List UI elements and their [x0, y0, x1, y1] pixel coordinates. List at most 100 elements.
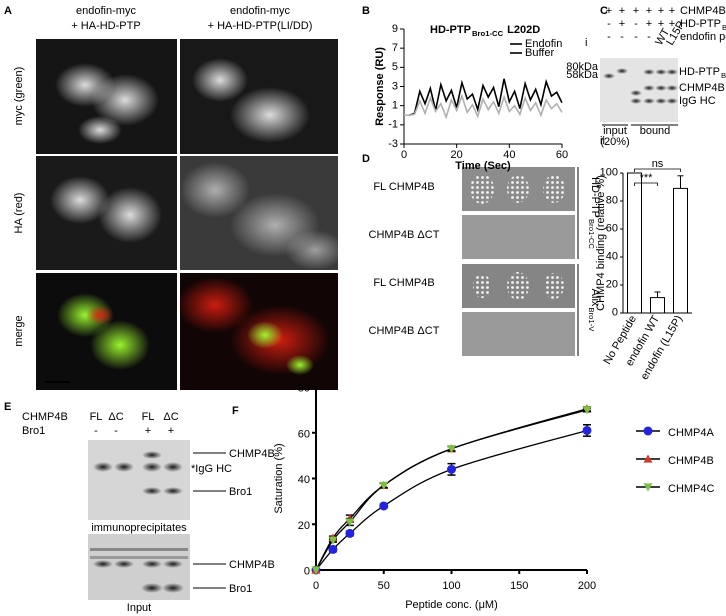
marker-label: 58kDa: [566, 69, 599, 81]
marker: [643, 426, 653, 436]
colonies: [470, 174, 494, 204]
band: [114, 560, 134, 568]
marker: [379, 501, 389, 511]
plate: [462, 215, 575, 259]
x-tick-label: 50: [378, 580, 390, 592]
band: [142, 560, 162, 568]
x-tick-label: 200: [578, 580, 596, 592]
band: [142, 487, 162, 495]
condition-label-main: HD-PTP: [680, 18, 721, 30]
lane-label: +: [669, 5, 675, 17]
column-header: + HA-HD-PTP: [71, 20, 140, 32]
lane-label: +: [145, 425, 151, 437]
y-tick-label: 20: [298, 520, 310, 532]
series-line: [404, 78, 563, 117]
marker: [582, 425, 592, 435]
band: [603, 73, 615, 79]
y-tick-label: 3: [392, 80, 398, 92]
y-axis-label: CHMP4 binding (relative %): [595, 175, 607, 311]
lane-label: +: [619, 18, 625, 30]
row-label: FL CHMP4B: [373, 181, 434, 193]
band-label: HD-PTPBro1-CC: [679, 66, 726, 80]
band: [643, 69, 655, 75]
cell: [50, 176, 110, 224]
lane-label: -: [607, 18, 611, 30]
series-line: [404, 93, 563, 120]
x-tick-label: 40: [503, 149, 515, 161]
group-label-sub: Bro1-V: [587, 307, 596, 332]
bar: [627, 172, 642, 314]
y-axis-label: Response (RU): [374, 47, 386, 126]
lane-label: ΔC: [163, 411, 178, 423]
micrographs: [36, 39, 345, 390]
x-tick-label: 0: [401, 149, 407, 161]
band: [93, 462, 113, 472]
legend-label: CHMP4B: [668, 455, 714, 467]
y-tick-label: 40: [606, 251, 618, 263]
cell: [285, 230, 345, 270]
y-tick-label: 60: [606, 223, 618, 235]
marker: [328, 544, 338, 554]
y-tick-label: 40: [298, 474, 310, 486]
band: [643, 98, 655, 104]
lane-label: -: [647, 31, 651, 43]
sub-label: i: [585, 37, 587, 49]
y-tick-label: 80: [298, 383, 310, 395]
band: [655, 85, 667, 91]
band: [666, 85, 678, 91]
row-label: CHMP4B ΔCT: [369, 229, 440, 241]
cell: [230, 87, 310, 143]
marker: [328, 536, 338, 545]
chart-title: HD-PTPBro1-CC L202D: [430, 24, 540, 38]
band-label: CHMP4B: [679, 82, 725, 94]
x-axis-label: Peptide conc. (μM): [405, 599, 498, 611]
y-tick-label: 20: [606, 279, 618, 291]
group-label: bound: [640, 125, 671, 137]
condition-label: HD-PTPBro1-CC: [680, 18, 726, 32]
y-tick-label: 5: [392, 61, 398, 73]
cell: [78, 116, 122, 144]
column-header: + HA-HD-PTP(LI/DD): [208, 20, 313, 32]
band-label: Bro1: [229, 583, 252, 595]
band: [630, 90, 642, 96]
marker: [345, 528, 355, 538]
lane-label: +: [658, 18, 664, 30]
blot: [88, 440, 190, 520]
band-label: Bro1: [229, 486, 252, 498]
band-label: CHMP4B: [229, 448, 275, 460]
colonies: [507, 272, 529, 300]
colonies: [544, 273, 564, 299]
group-label-main: Alix: [589, 289, 601, 307]
band: [163, 462, 183, 472]
band: [655, 98, 667, 104]
lane-label: FL: [90, 411, 103, 423]
group-label-sub: Bro1-CC: [587, 219, 596, 249]
y-tick-label: -1: [388, 119, 398, 131]
caption: immunoprecipitates: [91, 522, 187, 534]
band: [142, 451, 162, 459]
band: [666, 69, 678, 75]
panel-label: E: [4, 401, 11, 413]
band-label-main: HD-PTP: [679, 66, 720, 78]
y-tick-label: 7: [392, 42, 398, 54]
y-tick-label: 0: [304, 566, 310, 578]
cell: [57, 293, 113, 337]
blot: [600, 58, 678, 122]
x-tick-label: 60: [556, 149, 568, 161]
lane-label: ΔC: [108, 411, 123, 423]
band: [655, 69, 667, 75]
band-label: *IgG HC: [191, 463, 232, 475]
column-header: endofin-myc: [230, 5, 290, 17]
lane-label: -: [94, 425, 98, 437]
x-tick-label: 0: [313, 580, 319, 592]
panel-label: F: [232, 405, 239, 417]
x-axis-label: Time (Sec): [455, 160, 511, 172]
significance-bracket: [634, 182, 658, 186]
panel-label: D: [362, 153, 370, 165]
lane-label: +: [606, 5, 612, 17]
marker: [447, 445, 456, 454]
marker: [582, 406, 592, 415]
row-label: HA (red): [13, 193, 25, 234]
caption: Input: [127, 602, 151, 614]
chart-title-main: HD-PTP: [430, 24, 471, 36]
